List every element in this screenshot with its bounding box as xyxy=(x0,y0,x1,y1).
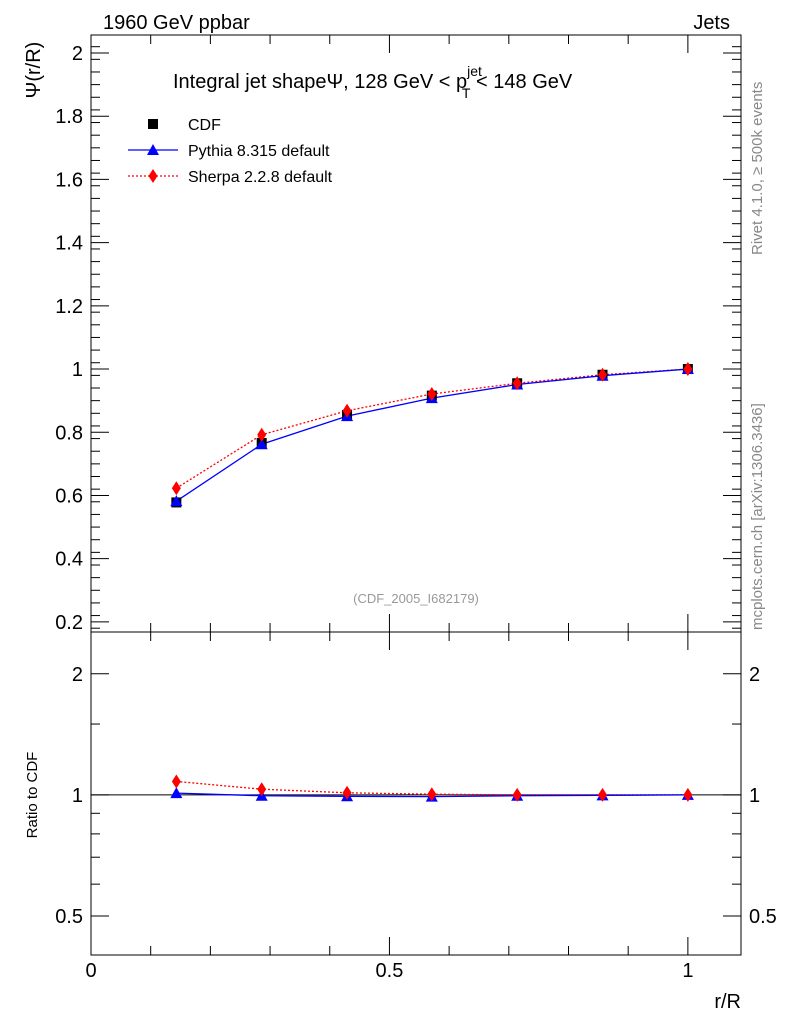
data-point-sherpa xyxy=(598,787,608,802)
data-point-sherpa xyxy=(427,387,437,402)
ratio-panel: 0.5 0.5 1 1 2 2 0 0.5 1 xyxy=(55,631,777,982)
y-tick-label: 0.2 xyxy=(55,612,83,634)
main-panel: 0.2 0.4 0.6 0.8 1 1.2 1.4 1.6 1.8 2 xyxy=(55,34,742,634)
data-point-sherpa xyxy=(683,787,693,802)
data-point-pythia xyxy=(170,787,183,799)
header-right: Jets xyxy=(693,12,730,34)
data-point-pythia xyxy=(255,438,268,450)
data-point-sherpa xyxy=(342,403,352,418)
data-point-sherpa xyxy=(598,367,608,382)
main-ylabel: Ψ(r/R) xyxy=(23,42,45,99)
panel-frame xyxy=(90,631,742,956)
x-tick-label: 0 xyxy=(85,960,96,982)
legend-marker xyxy=(148,119,158,129)
data-point-sherpa xyxy=(257,782,267,797)
data-point-sherpa xyxy=(257,427,267,442)
data-point-sherpa xyxy=(512,376,522,391)
y-tick-label-right: 0.5 xyxy=(749,906,777,928)
series-line-sherpa xyxy=(176,368,688,489)
header-left: 1960 GeV ppbar xyxy=(103,12,250,34)
y-tick-label-right: 2 xyxy=(749,664,760,686)
legend-label: CDF xyxy=(188,117,221,134)
legend-marker xyxy=(147,144,159,155)
y-tick-label: 0.4 xyxy=(55,549,83,571)
legend-label: Sherpa 2.2.8 default xyxy=(188,169,333,186)
legend-label: Pythia 8.315 default xyxy=(188,143,330,160)
side-label-bottom: mcplots.cern.ch [arXiv:1306.3436] xyxy=(749,403,766,630)
data-point-sherpa xyxy=(427,787,437,802)
legend-marker xyxy=(148,169,158,183)
y-tick-label: 1.4 xyxy=(55,233,83,255)
y-tick-label: 2 xyxy=(72,43,83,65)
x-tick-label: 0.5 xyxy=(376,960,404,982)
data-point-sherpa xyxy=(342,785,352,800)
y-tick-label: 1.6 xyxy=(55,169,83,191)
x-tick-label: 1 xyxy=(682,960,693,982)
y-tick-label: 1 xyxy=(72,359,83,381)
data-point-sherpa xyxy=(171,481,181,496)
y-tick-label: 1 xyxy=(72,785,83,807)
y-tick-label: 0.5 xyxy=(55,906,83,928)
main-title: Integral jet shapeΨ, 128 GeV < pjet T < 1… xyxy=(173,63,573,101)
y-tick-label-right: 1 xyxy=(749,785,760,807)
data-point-sherpa xyxy=(683,362,693,377)
data-point-pythia xyxy=(170,495,183,507)
legend: CDF Pythia 8.315 default Sherpa 2.2.8 defa… xyxy=(128,117,333,186)
data-point-sherpa xyxy=(171,774,181,789)
ratio-ylabel: Ratio to CDF xyxy=(24,752,41,839)
y-tick-label: 0.6 xyxy=(55,485,83,507)
watermark: (CDF_2005_I682179) xyxy=(353,591,479,606)
y-tick-label: 2 xyxy=(72,664,83,686)
y-tick-label: 1.2 xyxy=(55,296,83,318)
y-tick-label: 1.8 xyxy=(55,106,83,128)
y-tick-label: 0.8 xyxy=(55,422,83,444)
data-point-sherpa xyxy=(512,787,522,802)
side-label-top: Rivet 4.1.0, ≥ 500k events xyxy=(749,82,766,255)
xlabel: r/R xyxy=(714,991,741,1013)
